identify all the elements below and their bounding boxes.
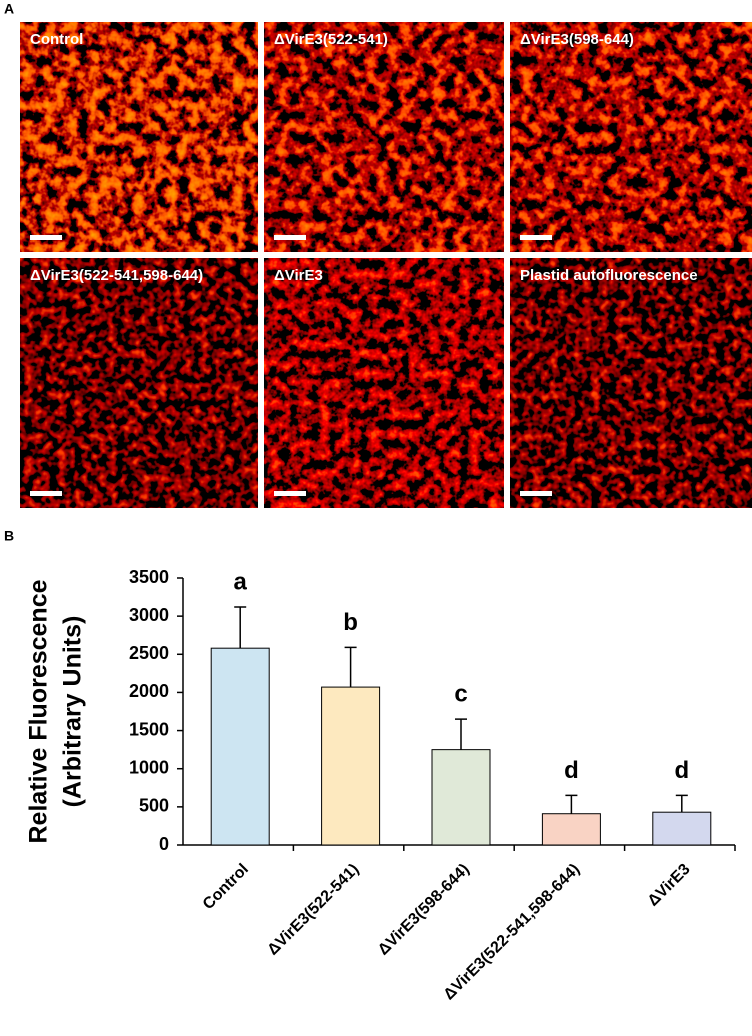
significance-letter: b: [343, 609, 358, 636]
bar: [652, 811, 712, 846]
bar: [541, 813, 601, 846]
image-label: ΔVirE3: [274, 267, 323, 284]
bar: [321, 686, 381, 846]
bar: [210, 647, 270, 846]
error-bar: [344, 646, 357, 688]
micrograph-signal: [510, 258, 752, 508]
scale-bar: [30, 235, 62, 240]
significance-letter: d: [564, 757, 579, 784]
micrograph-signal: [264, 22, 504, 252]
error-bar: [455, 718, 467, 750]
image-label: Plastid autofluorescence: [520, 267, 698, 284]
image-label: ΔVirE3(522-541,598-644): [30, 267, 203, 284]
image-label: ΔVirE3(522-541): [274, 31, 388, 48]
y-tick-label: 1500: [129, 719, 169, 739]
micrograph-signal: [264, 258, 504, 508]
error-bar: [565, 794, 578, 814]
image-label: ΔVirE3(598-644): [520, 31, 634, 48]
scale-bar: [274, 235, 306, 240]
scale-bar: [520, 491, 552, 496]
error-bar: [234, 606, 247, 649]
micrograph-signal: [20, 258, 258, 508]
significance-letter: c: [454, 680, 467, 707]
micrograph-signal: [510, 22, 752, 252]
y-tick-label: 3500: [129, 567, 169, 587]
micrograph-signal: [20, 22, 258, 252]
y-tick-label: 500: [139, 796, 169, 816]
error-bar: [675, 794, 688, 813]
image-label: Control: [30, 31, 83, 48]
significance-letter: a: [234, 568, 248, 595]
x-tick-label: ΔVirE3: [645, 861, 694, 910]
y-axis-label: Relative Fluorescence: [25, 579, 53, 843]
scale-bar: [30, 491, 62, 496]
panel-label: B: [4, 528, 14, 544]
x-tick-label: ΔVirE3(598-644): [375, 861, 473, 959]
panel-label: A: [4, 1, 14, 17]
x-tick-label: ΔVirE3(522-541): [264, 861, 362, 959]
y-tick-label: 0: [159, 834, 169, 854]
significance-letter: d: [674, 757, 689, 784]
bar: [431, 749, 491, 846]
scale-bar: [274, 491, 306, 496]
x-tick-label: Control: [200, 861, 252, 913]
scale-bar: [520, 235, 552, 240]
y-tick-label: 2500: [129, 643, 169, 663]
y-tick-label: 2000: [129, 681, 169, 701]
y-tick-label: 1000: [129, 757, 169, 777]
y-axis-label: (Arbitrary Units): [59, 616, 87, 808]
y-tick-label: 3000: [129, 605, 169, 625]
